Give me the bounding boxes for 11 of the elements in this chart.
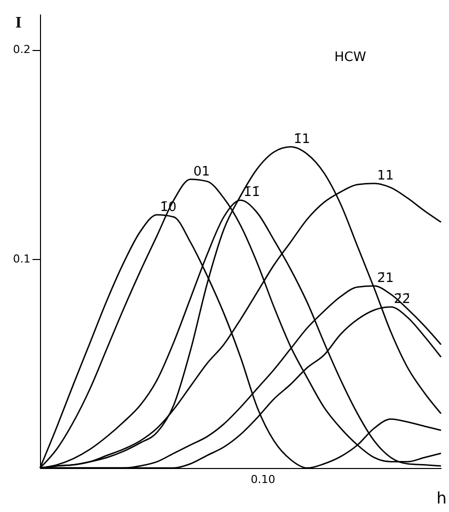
text: HCW xyxy=(334,50,366,65)
series-label: 1̄1 xyxy=(294,132,310,147)
series-label: 1̄1̄ xyxy=(244,185,260,200)
x-axis-title: h xyxy=(436,488,447,508)
series-label: 11 xyxy=(377,168,394,184)
y-tick-label: 0.1 xyxy=(13,252,30,266)
y-axis-title: I xyxy=(15,14,22,32)
series-label: 01 xyxy=(193,164,210,180)
text: 0.10 xyxy=(250,473,276,486)
series-label: 2̄1 xyxy=(377,270,394,286)
y-tick-label: 0.2 xyxy=(13,43,30,56)
